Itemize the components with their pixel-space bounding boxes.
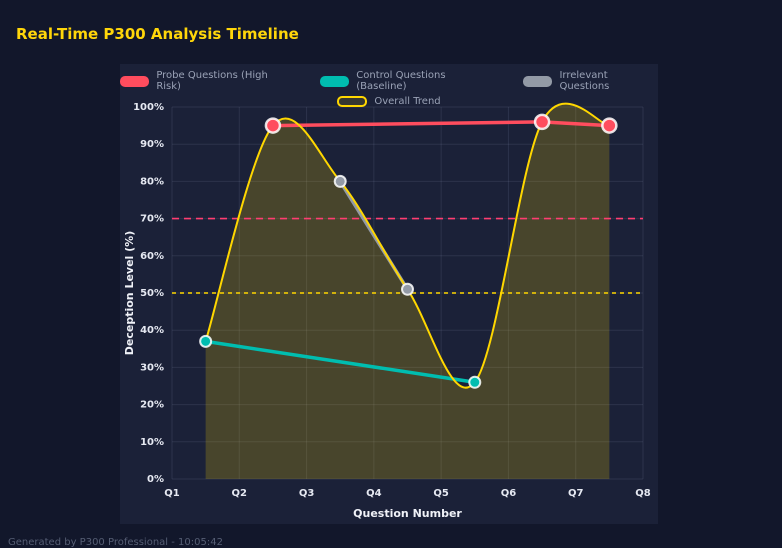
- legend-item-probe[interactable]: Probe Questions (High Risk): [120, 70, 292, 92]
- x-tick-label: Q2: [232, 488, 248, 499]
- legend-label-control: Control Questions (Baseline): [356, 70, 446, 92]
- y-tick-label: 90%: [140, 139, 164, 150]
- y-tick-label: 60%: [140, 251, 164, 262]
- y-tick-label: 20%: [140, 400, 164, 411]
- x-tick-label: Q3: [299, 488, 315, 499]
- legend-item-trend[interactable]: Overall Trend: [337, 96, 441, 107]
- data-point-s1-1[interactable]: [468, 375, 482, 389]
- data-point-s2-1[interactable]: [401, 282, 414, 296]
- data-point-s2-0[interactable]: [333, 174, 347, 188]
- x-tick-label: Q4: [366, 488, 382, 499]
- x-tick-label: Q5: [433, 488, 449, 499]
- x-tick-label: Q6: [501, 488, 517, 499]
- page-title: Real-Time P300 Analysis Timeline: [16, 25, 299, 43]
- legend-item-control[interactable]: Control Questions (Baseline): [319, 70, 495, 92]
- footer-note: Generated by P300 Professional - 10:05:4…: [8, 537, 223, 548]
- x-tick-label: Q1: [164, 488, 180, 499]
- data-point-s0-1[interactable]: [533, 113, 551, 131]
- y-tick-label: 70%: [140, 214, 164, 225]
- legend-row-2: Overall Trend: [337, 96, 441, 107]
- legend-swatch-control: [319, 75, 350, 87]
- y-tick-label: 40%: [140, 325, 164, 336]
- y-tick-label: 0%: [147, 474, 164, 485]
- legend-swatch-probe: [120, 75, 150, 87]
- y-tick-label: 10%: [140, 437, 164, 448]
- series-line: [203, 339, 477, 385]
- chart-panel: Probe Questions (High Risk) Control Ques…: [120, 64, 658, 524]
- legend-label-irrelevant: Irrelevant Questions: [559, 70, 610, 92]
- data-point-s0-0[interactable]: [264, 117, 282, 134]
- x-tick-label: Q8: [635, 488, 651, 499]
- legend-row-1: Probe Questions (High Risk) Control Ques…: [120, 70, 658, 92]
- y-tick-label: 100%: [133, 102, 164, 113]
- data-point-s0-2[interactable]: [601, 117, 618, 134]
- y-tick-label: 50%: [140, 288, 164, 299]
- y-axis-title: Deception Level (%): [123, 231, 136, 355]
- legend-swatch-irrelevant: [523, 75, 553, 87]
- chart-canvas: 0% 10% 20% 30% 40% 50% 60% 70% 80% 90% 100% Q1 Q2 Q3 Q…: [123, 102, 651, 520]
- legend-label-trend: Overall Trend: [374, 96, 441, 107]
- chart-legend: Probe Questions (High Risk) Control Ques…: [120, 70, 658, 107]
- y-tick-label: 30%: [140, 362, 164, 373]
- data-point-s1-0[interactable]: [199, 334, 213, 348]
- x-axis-title: Question Number: [353, 507, 462, 520]
- x-tick-label: Q7: [568, 488, 584, 499]
- y-tick-label: 80%: [140, 176, 164, 187]
- legend-swatch-trend: [337, 96, 368, 107]
- legend-label-probe: Probe Questions (High Risk): [156, 70, 268, 92]
- legend-item-irrelevant[interactable]: Irrelevant Questions: [523, 70, 658, 92]
